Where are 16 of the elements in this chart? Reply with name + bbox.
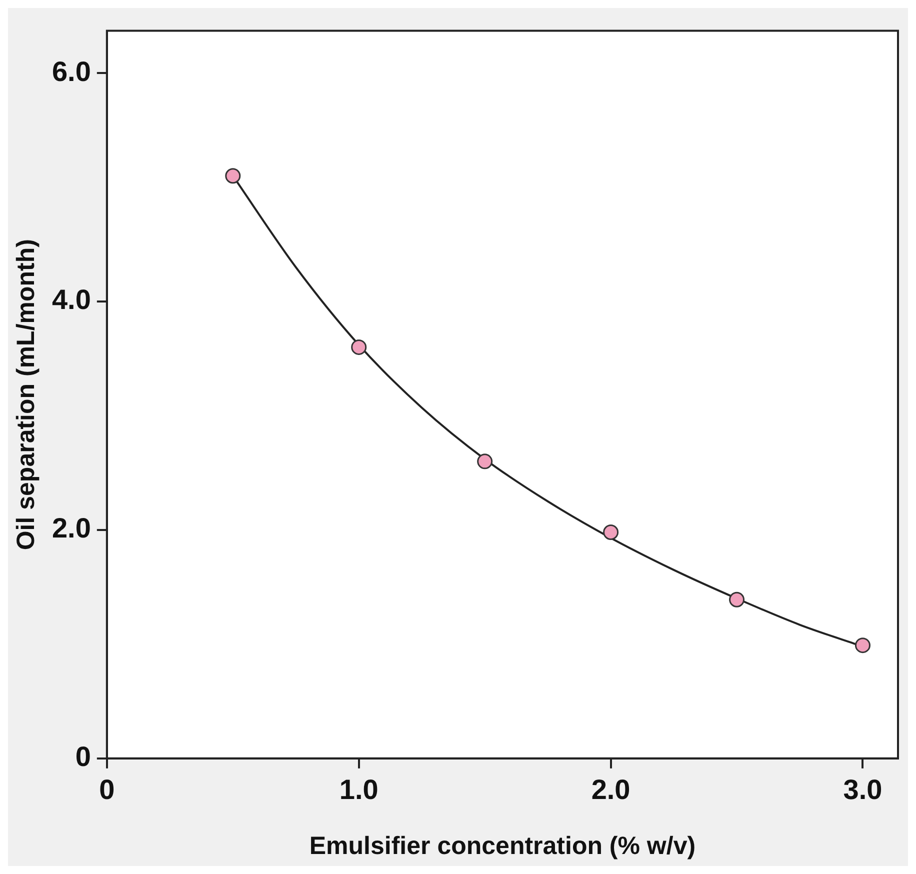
y-tick-label: 4.0 bbox=[52, 284, 91, 316]
point bbox=[603, 524, 619, 540]
y-tick-label: 6.0 bbox=[52, 56, 91, 87]
x-tick-label: 1.0 bbox=[339, 774, 378, 805]
point bbox=[225, 168, 241, 184]
x-tick-label: 0 bbox=[99, 774, 115, 805]
point bbox=[729, 592, 745, 608]
x-tick-label: 3.0 bbox=[843, 774, 882, 805]
y-axis-title: Oil separation (mL/month) bbox=[12, 239, 40, 550]
x-tick-label: 2.0 bbox=[591, 774, 630, 805]
x-axis-title: Emulsifier concentration (% w/v) bbox=[309, 832, 696, 860]
point bbox=[351, 339, 367, 355]
y-tick-label: 0 bbox=[75, 741, 91, 772]
point bbox=[477, 454, 493, 470]
point bbox=[854, 638, 870, 654]
y-tick-label: 2.0 bbox=[52, 512, 91, 544]
